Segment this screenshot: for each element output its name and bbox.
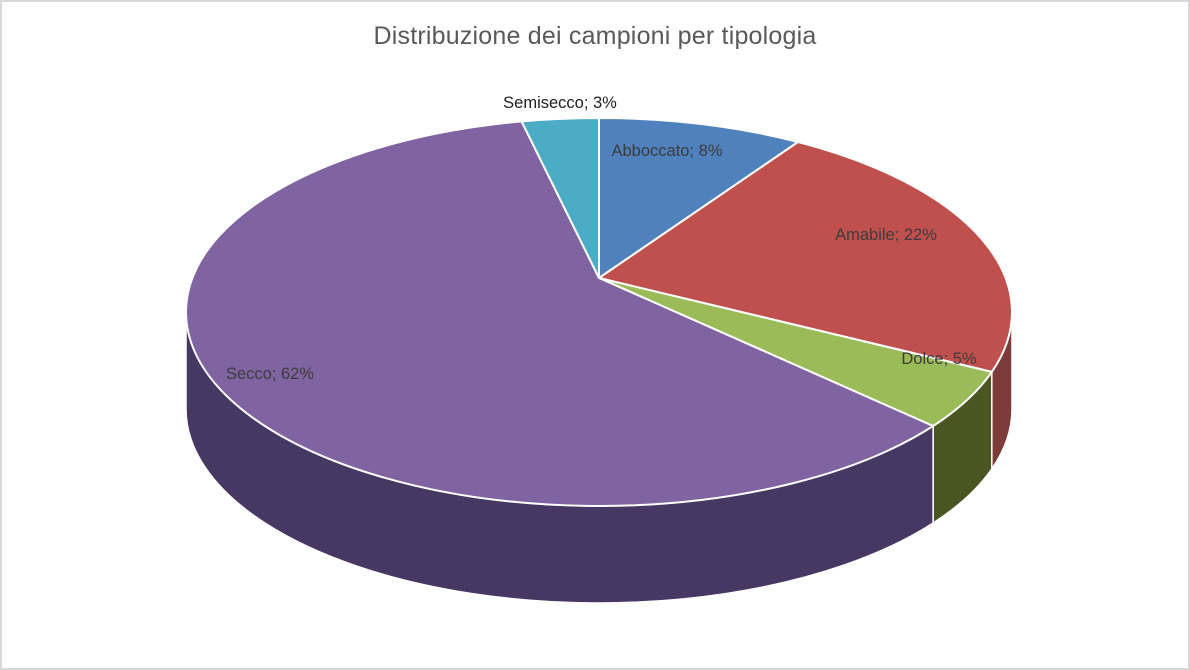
data-label-secco: Secco; 62%: [226, 365, 314, 383]
data-label-abboccato: Abboccato; 8%: [612, 142, 723, 160]
pie-slice-abboccato[interactable]: [598, 117, 799, 279]
pie-slice-semisecco[interactable]: [520, 116, 600, 279]
data-label-semisecco: Semisecco; 3%: [503, 94, 617, 112]
pie-slice-amabile[interactable]: [598, 141, 1013, 373]
data-label-amabile: Amabile; 22%: [835, 226, 937, 244]
data-label-dolce: Dolce; 5%: [901, 350, 977, 368]
pie-slice-secco[interactable]: [184, 120, 935, 507]
chart-title: Distribuzione dei campioni per tipologia: [373, 22, 817, 50]
